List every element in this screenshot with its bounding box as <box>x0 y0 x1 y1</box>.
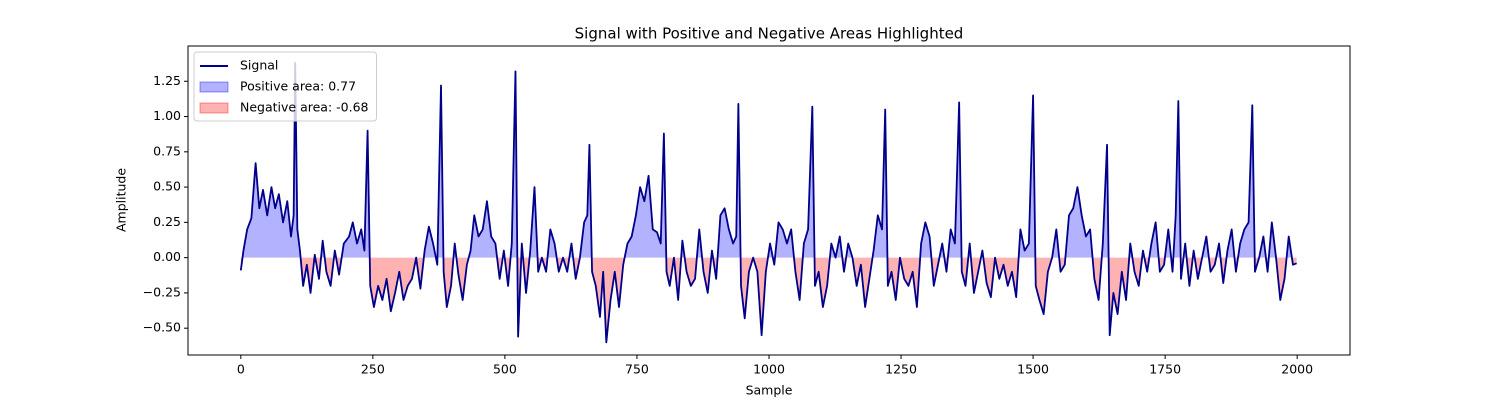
x-tick-label: 2000 <box>1281 362 1313 377</box>
legend-label: Signal <box>240 58 278 73</box>
area-fill <box>242 62 1292 258</box>
y-tick-label: 0.75 <box>153 143 181 158</box>
x-tick-label: 750 <box>625 362 649 377</box>
x-tick-label: 0 <box>237 362 245 377</box>
legend-patch <box>199 81 229 93</box>
y-tick-label: 0.00 <box>153 249 181 264</box>
x-tick-label: 250 <box>361 362 385 377</box>
legend-box <box>193 51 377 122</box>
x-tick-label: 1000 <box>753 362 785 377</box>
y-tick-label: 0.50 <box>153 179 181 194</box>
legend: Signal Positive area: 0.77 Negative area: … <box>193 51 377 122</box>
legend-patch <box>199 102 229 114</box>
signal-line <box>239 62 1297 344</box>
x-axis-label: Sample <box>746 383 793 398</box>
y-tick-label: 1.00 <box>153 108 181 123</box>
y-tick-label: 0.25 <box>153 214 181 229</box>
x-tick-label: 1750 <box>1149 362 1181 377</box>
y-tick-label: −0.25 <box>143 284 181 299</box>
legend-label: Positive area: 0.77 <box>240 79 356 94</box>
x-tick-label: 500 <box>493 362 517 377</box>
y-tick-label: 1.25 <box>153 73 181 88</box>
y-tick-label: −0.50 <box>143 320 181 335</box>
legend-label: Negative area: -0.68 <box>240 100 369 115</box>
x-tick-label: 1250 <box>885 362 917 377</box>
x-tick-label: 1500 <box>1017 362 1049 377</box>
y-axis-label: Amplitude <box>114 168 129 232</box>
area-fill <box>240 257 1297 343</box>
chart-title: Signal with Positive and Negative Areas … <box>575 25 964 43</box>
